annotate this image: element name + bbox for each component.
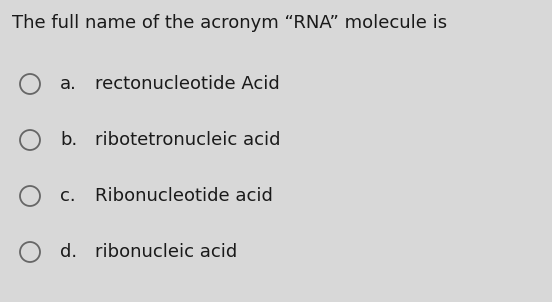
Text: The full name of the acronym “RNA” molecule is: The full name of the acronym “RNA” molec… — [12, 14, 447, 32]
Text: d.: d. — [60, 243, 77, 261]
Text: b.: b. — [60, 131, 77, 149]
Text: Ribonucleotide acid: Ribonucleotide acid — [95, 187, 273, 205]
Text: rectonucleotide Acid: rectonucleotide Acid — [95, 75, 280, 93]
Text: c.: c. — [60, 187, 76, 205]
Text: a.: a. — [60, 75, 77, 93]
Text: ribonucleic acid: ribonucleic acid — [95, 243, 237, 261]
Text: ribotetronucleic acid: ribotetronucleic acid — [95, 131, 280, 149]
